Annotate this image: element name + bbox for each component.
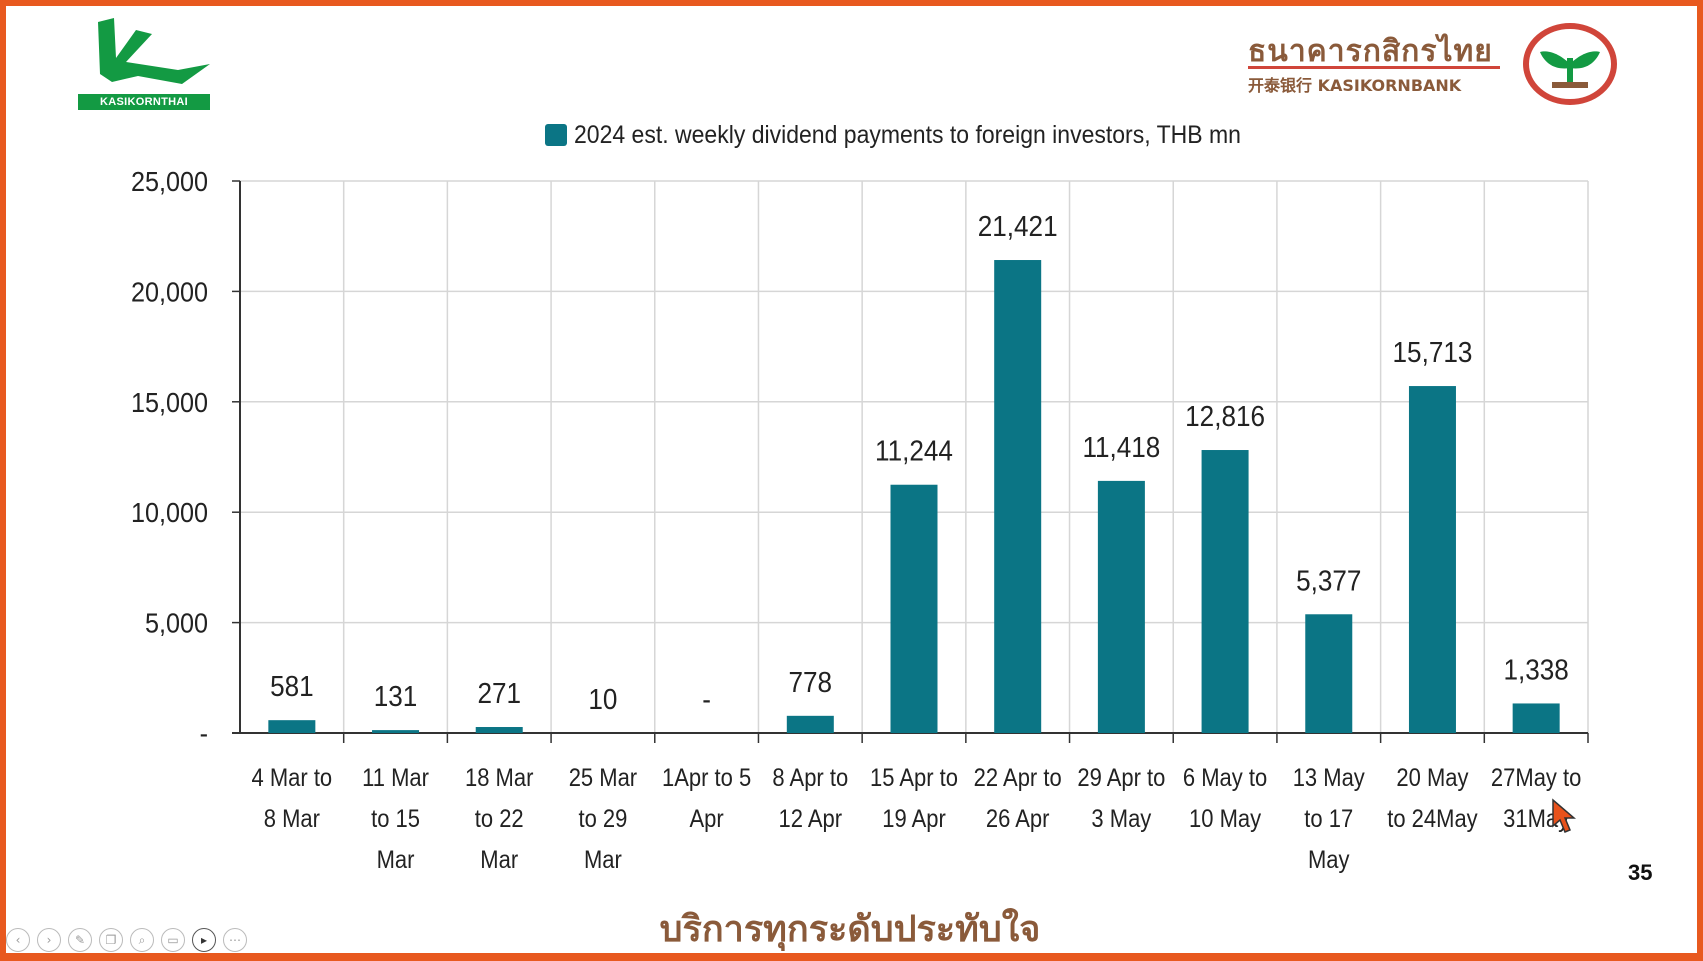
x-tick-label: 8 Apr to [772,764,848,792]
y-tick-label: 5,000 [145,607,208,639]
bar[interactable] [890,484,938,733]
x-tick-label: 4 Mar to [252,764,333,792]
x-tick-label: to 15 [371,805,420,833]
x-tick-label: 19 Apr [882,805,946,833]
forward-icon[interactable]: › [37,928,61,952]
x-tick-label: 27May to [1491,764,1581,792]
more-icon[interactable]: ⋯ [223,928,247,952]
y-tick-label: 25,000 [131,166,208,198]
bar[interactable] [786,715,834,733]
x-tick-label: 29 Apr to [1077,764,1165,792]
subtitles-icon[interactable]: ▭ [161,928,185,952]
legend-swatch [545,124,567,146]
left-logo-text: KASIKORNTHAI [78,94,210,110]
chart-legend: 2024 est. weekly dividend payments to fo… [545,120,1299,150]
data-label: 271 [477,677,521,710]
data-label: 15,713 [1393,336,1473,369]
zoom-icon[interactable]: ⌕ [130,928,154,952]
x-tick-label: 20 May [1396,764,1468,792]
x-tick-label: 15 Apr to [870,764,958,792]
data-label: 131 [374,680,418,713]
x-tick-label: 8 Mar [264,805,320,833]
bar[interactable] [1201,450,1249,733]
x-tick-label: 25 Mar [569,764,638,792]
bar[interactable] [1408,386,1456,733]
x-tick-label: Mar [480,846,518,874]
bank-thai-name: ธนาคารกสิกรไทย [1248,34,1493,69]
data-label: 11,244 [875,434,953,467]
data-label: - [702,683,711,716]
x-tick-label: 26 Apr [986,805,1050,833]
x-tick-label: 3 May [1091,805,1151,833]
x-tick-label: 10 May [1189,805,1261,833]
legend-label: 2024 est. weekly dividend payments to fo… [574,120,1241,149]
x-tick-label: May [1308,846,1350,874]
x-tick-label: 1Apr to 5 [662,764,751,792]
bar[interactable] [1097,480,1145,733]
data-label: 1,338 [1504,653,1569,686]
bar[interactable] [268,720,316,733]
bar[interactable] [475,727,523,733]
pen-icon[interactable]: ✎ [68,928,92,952]
data-label: 11,418 [1082,431,1160,464]
bar[interactable] [1305,614,1353,733]
camera-icon[interactable]: ▸ [192,928,216,952]
logo-divider [1248,66,1500,69]
data-label: 581 [270,670,314,703]
x-tick-label: Mar [377,846,415,874]
bar[interactable] [1512,703,1560,733]
dividend-bar-chart: - 5,000 10,000 15,000 20,000 25,000 581 4 Mar t… [131,166,1589,874]
bar[interactable] [372,730,420,733]
footer-slogan: บริการทุกระดับประทับใจ [659,909,1041,950]
mouse-cursor-icon [1552,798,1577,833]
page-number: 35 [1628,860,1653,885]
data-label: 12,816 [1185,400,1265,433]
data-label: 778 [789,666,833,699]
y-tick-label: 20,000 [131,276,208,308]
x-tick-label: Apr [690,805,724,833]
bank-english-name: 开泰银行 KASIKORNBANK [1248,76,1462,95]
kasikornbank-logo: ธนาคารกสิกรไทย 开泰银行 KASIKORNBANK [1240,22,1620,108]
y-tick-label: 15,000 [131,387,208,419]
data-label: 10 [588,682,617,715]
data-label: 21,421 [978,210,1058,243]
x-tick-label: 18 Mar [465,764,534,792]
x-tick-label: 11 Mar [362,764,429,792]
x-tick-label: 13 May [1293,764,1365,792]
kasikornthai-logo: KASIKORNTHAI [78,18,214,110]
x-tick-label: 22 Apr to [974,764,1062,792]
back-icon[interactable]: ‹ [6,928,30,952]
y-tick-label: - [200,718,208,750]
x-tick-label: 12 Apr [779,805,843,833]
x-tick-label: to 17 [1304,805,1353,833]
presentation-toolbar: ‹ › ✎ ❐ ⌕ ▭ ▸ ⋯ [6,928,247,952]
y-tick-label: 10,000 [131,497,208,529]
k-mark-icon [98,18,210,84]
bar[interactable] [994,260,1042,733]
bank-seal-icon [1523,23,1617,105]
copy-icon[interactable]: ❐ [99,928,123,952]
x-tick-label: 6 May to [1183,764,1267,792]
data-label: 5,377 [1296,564,1361,597]
x-tick-label: to 24May [1387,805,1478,833]
x-tick-label: Mar [584,846,622,874]
x-tick-label: to 29 [578,805,627,833]
x-tick-label: to 22 [475,805,524,833]
